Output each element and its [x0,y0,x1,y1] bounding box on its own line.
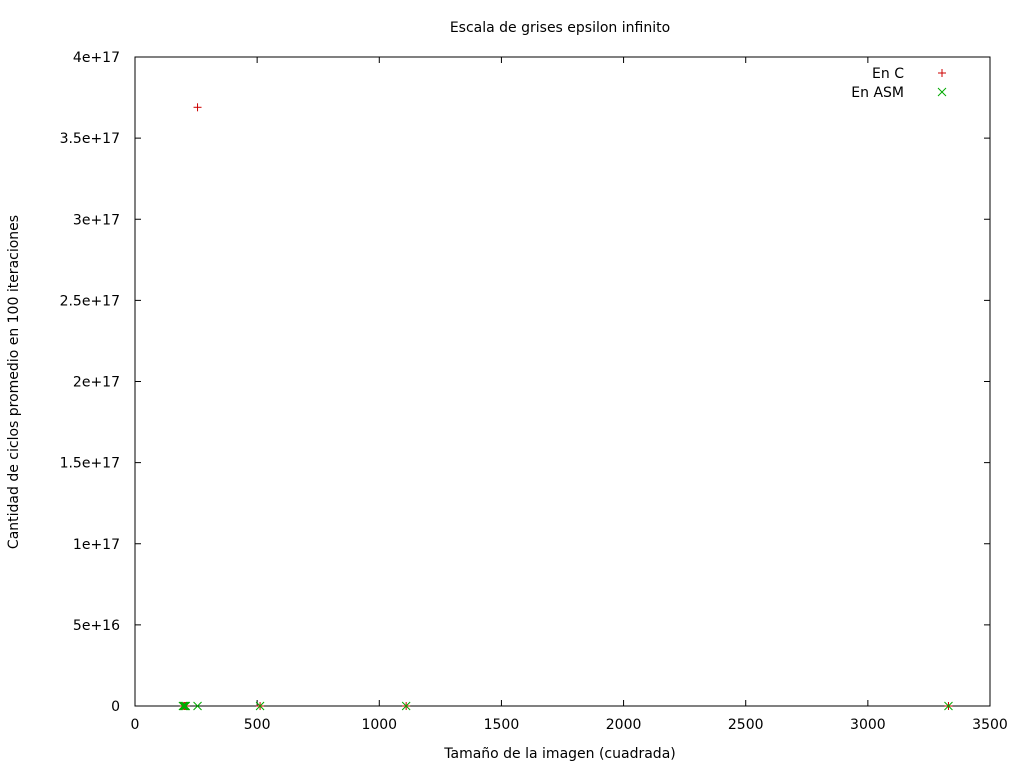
x-tick-label: 2500 [728,717,764,733]
x-tick-label: 3000 [850,717,886,733]
data-point [178,701,188,711]
data-point [401,701,411,711]
y-tick-label: 1e+17 [73,537,120,553]
y-tick-label: 4e+17 [73,50,120,66]
data-point [181,701,191,711]
x-tick-label: 1500 [484,717,520,733]
data-point [255,701,265,711]
y-axis: 0 5e+16 1e+17 1.5e+17 2e+17 2.5e+17 3e+17 3.5e+… [60,50,990,715]
y-tick-label: 5e+16 [73,618,120,634]
x-axis-label: Tamaño de la imagen (cuadrada) [443,746,675,762]
legend-marker [937,87,947,97]
y-tick-label: 2e+17 [73,375,120,391]
x-axis: 0 500 1000 1500 2000 2500 3000 3500 [131,57,1008,733]
legend-marker [938,69,946,77]
data-point [193,103,202,112]
y-tick-label: 1.5e+17 [60,456,120,472]
y-tick-label: 0 [111,699,120,715]
x-tick-label: 3500 [972,717,1008,733]
y-tick-label: 3e+17 [73,212,120,228]
y-tick-label: 3.5e+17 [60,131,120,147]
data-point [944,701,953,711]
y-tick-label: 2.5e+17 [60,293,120,309]
x-tick-label: 2000 [606,717,642,733]
x-tick-label: 1000 [361,717,397,733]
legend: En C En ASM [851,66,947,101]
x-tick-label: 500 [244,717,271,733]
y-axis-label: Cantidad de ciclos promedio en 100 itera… [6,215,22,549]
legend-label: En C [872,66,904,82]
series-layer [178,103,953,711]
data-point [179,701,189,711]
series-en-asm [178,701,953,711]
x-tick-label: 0 [131,717,140,733]
data-point [180,701,190,711]
data-point [193,701,202,711]
chart-title: Escala de grises epsilon infinito [450,20,670,36]
legend-label: En ASM [851,85,904,101]
